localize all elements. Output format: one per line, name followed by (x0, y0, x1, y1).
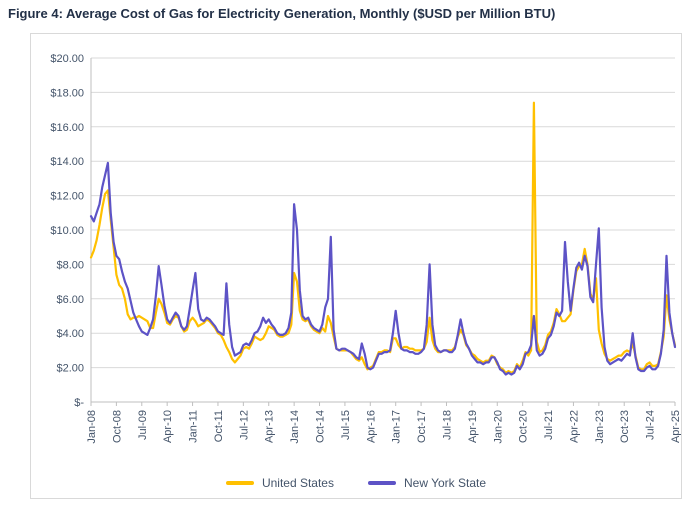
svg-text:Apr-25: Apr-25 (670, 410, 681, 443)
svg-text:Apr-16: Apr-16 (365, 410, 377, 443)
legend: United States New York State (31, 476, 681, 490)
svg-text:Jan-17: Jan-17 (391, 410, 403, 444)
svg-text:Oct-20: Oct-20 (518, 410, 530, 443)
svg-text:Apr-13: Apr-13 (264, 410, 276, 443)
svg-text:Jul-21: Jul-21 (543, 410, 555, 440)
legend-label-new-york-state: New York State (403, 476, 487, 490)
svg-text:Jul-15: Jul-15 (340, 410, 352, 440)
svg-text:$18.00: $18.00 (50, 87, 84, 99)
svg-text:Jan-23: Jan-23 (594, 410, 606, 444)
legend-label-united-states: United States (261, 476, 334, 490)
chart-plot-area: $- $2.00 $4.00 $6.00 $8.00 $10.00 $12.00 $14.00… (31, 36, 682, 460)
svg-text:Oct-17: Oct-17 (416, 410, 428, 443)
legend-item-united-states: United States (225, 476, 334, 490)
svg-text:$-: $- (74, 397, 84, 409)
svg-text:Apr-19: Apr-19 (467, 410, 479, 443)
svg-text:$8.00: $8.00 (56, 259, 84, 271)
svg-text:$10.00: $10.00 (50, 225, 84, 237)
svg-text:Jan-08: Jan-08 (86, 410, 98, 444)
svg-text:Oct-08: Oct-08 (111, 410, 123, 443)
svg-text:$12.00: $12.00 (50, 191, 84, 203)
svg-text:Apr-22: Apr-22 (568, 410, 580, 443)
svg-text:Jul-18: Jul-18 (441, 410, 453, 440)
legend-item-new-york-state: New York State (367, 476, 487, 490)
svg-text:Jan-20: Jan-20 (492, 410, 504, 444)
svg-text:$14.00: $14.00 (50, 156, 84, 168)
svg-text:Jul-12: Jul-12 (238, 410, 250, 440)
chart-frame: $- $2.00 $4.00 $6.00 $8.00 $10.00 $12.00 $14.00… (30, 33, 682, 499)
svg-text:$16.00: $16.00 (50, 122, 84, 134)
svg-text:Jul-09: Jul-09 (137, 410, 149, 440)
svg-text:Oct-14: Oct-14 (315, 410, 327, 443)
figure-title: Figure 4: Average Cost of Gas for Electr… (8, 6, 556, 21)
svg-text:Jul-24: Jul-24 (645, 410, 657, 440)
svg-text:Jan-14: Jan-14 (289, 410, 301, 444)
svg-text:Apr-10: Apr-10 (162, 410, 174, 443)
svg-text:$4.00: $4.00 (56, 328, 84, 340)
legend-swatch-new-york-state (367, 481, 396, 485)
svg-text:Jan-11: Jan-11 (188, 410, 200, 443)
svg-text:$20.00: $20.00 (50, 53, 84, 65)
legend-swatch-united-states (225, 481, 254, 485)
svg-text:Oct-11: Oct-11 (213, 410, 225, 442)
svg-text:$2.00: $2.00 (56, 363, 84, 375)
line-chart: $- $2.00 $4.00 $6.00 $8.00 $10.00 $12.00 $14.00… (50, 53, 682, 444)
svg-text:$6.00: $6.00 (56, 294, 84, 306)
svg-text:Oct-23: Oct-23 (619, 410, 631, 443)
